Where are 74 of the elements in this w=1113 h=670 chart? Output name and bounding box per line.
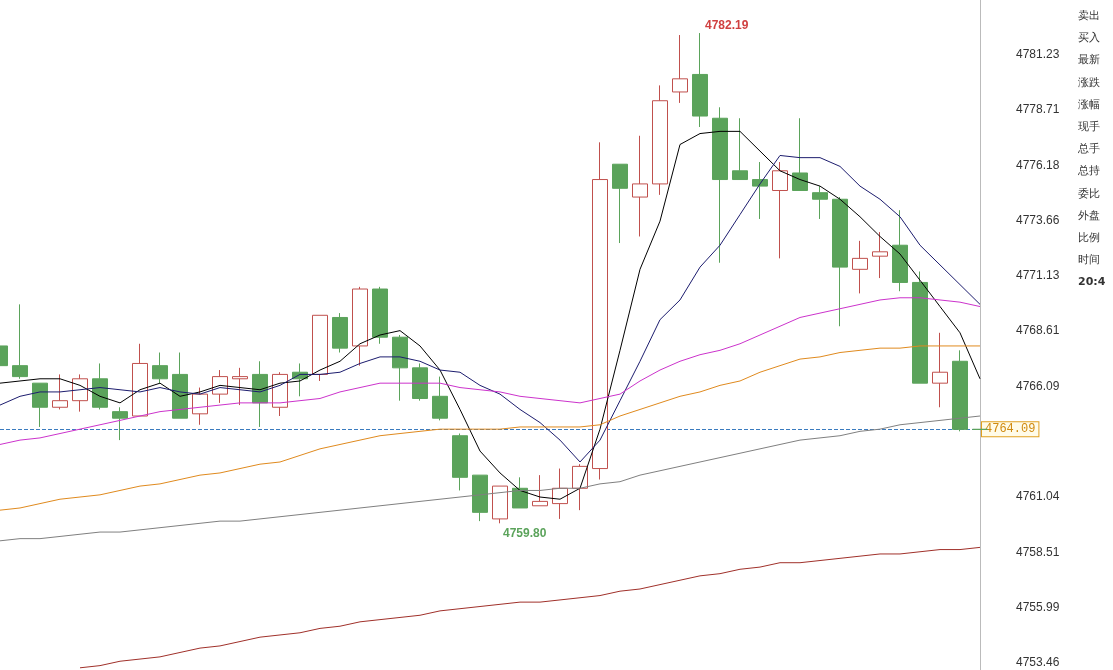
candlestick <box>92 362 108 410</box>
text: 现手 <box>1078 120 1100 133</box>
line-series <box>0 154 981 463</box>
y-tick-label: 4753.46 <box>1016 655 1060 670</box>
candlestick <box>172 352 188 419</box>
y-tick-label: 4773.66 <box>1016 212 1060 227</box>
annotation: 4759.80 <box>503 526 547 541</box>
candlestick <box>312 314 328 382</box>
line-series <box>0 345 981 511</box>
line-series <box>79 546 981 669</box>
y-tick-label: 4771.13 <box>1016 268 1060 283</box>
candlestick <box>412 362 428 402</box>
candlestick <box>332 312 348 354</box>
y-tick-label: 4761.04 <box>1016 489 1060 504</box>
candlestick <box>732 117 748 181</box>
candlestick <box>812 185 828 220</box>
candlestick <box>532 474 548 507</box>
candlestick <box>452 433 468 491</box>
text: 最新 <box>1078 53 1100 67</box>
y-tick-label: 4781.23 <box>1016 47 1060 62</box>
candlestick <box>672 34 688 104</box>
y-tick-label: 4758.51 <box>1016 544 1060 559</box>
candlestick <box>632 135 648 237</box>
candlestick <box>692 32 708 128</box>
candlestick <box>192 387 208 426</box>
candlestick <box>952 349 968 432</box>
text: 卖出 <box>1078 9 1100 22</box>
candlestick <box>912 271 928 384</box>
candlestick <box>472 474 488 522</box>
candlestick <box>752 161 768 220</box>
annotation: 4782.19 <box>705 18 749 33</box>
candlestick <box>112 406 128 441</box>
text: 涨跌 <box>1078 75 1100 89</box>
candlestick <box>232 367 248 406</box>
candlestick <box>352 286 368 367</box>
candlestick <box>372 286 388 345</box>
text: 委比 <box>1078 186 1100 200</box>
text: 时间 <box>1078 253 1100 267</box>
candlestick <box>132 343 148 417</box>
candlestick <box>772 161 788 259</box>
candlestick <box>852 240 868 294</box>
y-tick-label: 4766.09 <box>1016 378 1060 393</box>
line-series <box>0 297 981 445</box>
candlestick <box>792 117 808 191</box>
candlestick <box>512 476 528 509</box>
y-tick-label: 4768.61 <box>1016 323 1060 338</box>
candlestick <box>492 485 508 524</box>
candlestick <box>712 106 728 264</box>
ref-line-label: 4764.09 <box>985 422 1036 437</box>
candlestick <box>32 382 48 428</box>
candlestick <box>432 376 448 421</box>
text: 买入 <box>1078 31 1100 45</box>
candlestick <box>932 332 948 408</box>
candlestick <box>892 209 908 292</box>
text: 总手 <box>1077 142 1100 156</box>
candlestick <box>612 163 628 244</box>
text: 总持 <box>1077 164 1100 178</box>
y-tick-label: 4778.71 <box>1016 102 1060 117</box>
line-series <box>0 130 981 500</box>
candlestick <box>592 141 608 481</box>
candlestick <box>392 334 408 402</box>
text: 涨幅 <box>1078 97 1100 111</box>
candlestick <box>652 84 668 196</box>
y-tick-label: 4776.18 <box>1016 157 1060 172</box>
text: 比例 <box>1078 231 1100 244</box>
candlestick <box>832 196 848 327</box>
y-tick-label: 4755.99 <box>1016 599 1060 614</box>
candlestick <box>872 231 888 279</box>
text: 外盘 <box>1078 208 1100 222</box>
candlestick <box>12 303 28 380</box>
candlestick <box>52 373 68 410</box>
line-series <box>0 415 981 542</box>
text: 20:4 <box>1078 275 1106 289</box>
candlestick <box>152 352 168 384</box>
